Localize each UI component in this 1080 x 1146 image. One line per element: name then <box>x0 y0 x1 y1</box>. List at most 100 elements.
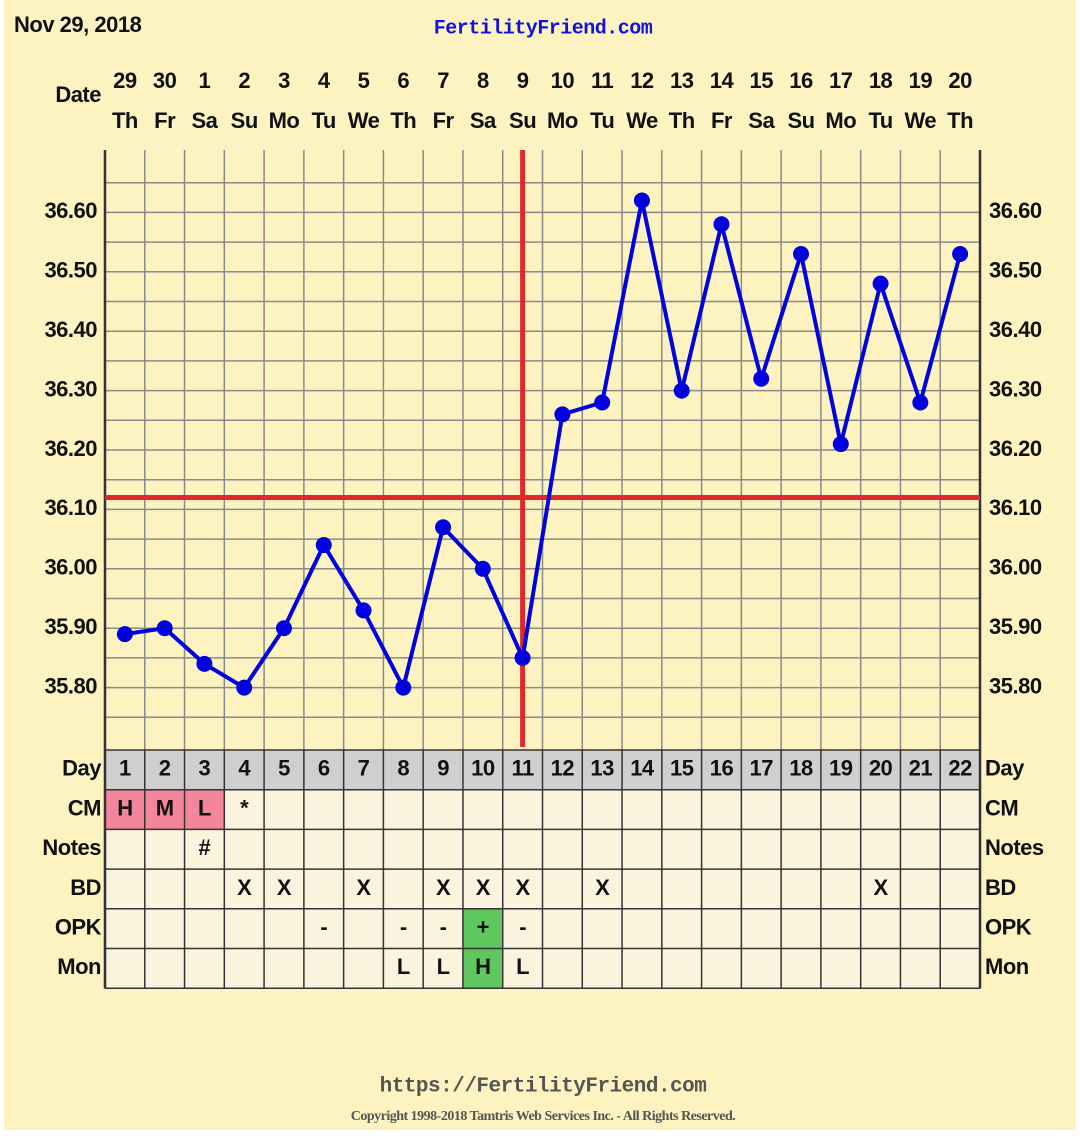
temperature-point <box>435 519 452 536</box>
cell-text: - <box>440 914 447 939</box>
cell-text: L <box>198 795 211 820</box>
weekday: We <box>905 108 937 133</box>
row-label-right: BD <box>985 875 1016 900</box>
day-number: 2 <box>159 756 171 781</box>
cell-highlight <box>462 948 503 989</box>
weekday: Sa <box>470 108 497 133</box>
chart-date: Nov 29, 2018 <box>14 12 142 37</box>
copyright: Copyright 1998-2018 Tamtris Web Services… <box>351 1109 736 1124</box>
temperature-point <box>793 245 810 262</box>
day-number: 10 <box>471 756 495 781</box>
row-label: CM <box>68 795 101 820</box>
y-tick-label-right: 36.40 <box>989 317 1042 342</box>
day-number: 1 <box>119 756 131 781</box>
weekday: Mo <box>547 108 578 133</box>
day-number: 12 <box>551 756 575 781</box>
weekday: Tu <box>868 108 892 133</box>
cell-text: X <box>237 875 252 900</box>
weekday: Th <box>669 108 695 133</box>
y-tick-label-right: 36.30 <box>989 376 1042 401</box>
row-label-right: Day <box>985 756 1025 781</box>
day-number: 13 <box>590 756 614 781</box>
weekday: Sa <box>191 108 218 133</box>
date: 13 <box>670 68 694 93</box>
temperature-point <box>832 436 849 453</box>
cell-text: H <box>475 954 490 979</box>
temperature-point <box>872 275 889 292</box>
date: 8 <box>477 68 489 93</box>
cell-text: H <box>117 795 132 820</box>
row-label: OPK <box>55 914 102 939</box>
y-tick-label-right: 36.20 <box>989 436 1042 461</box>
weekday: Sa <box>748 108 775 133</box>
cell-text: X <box>516 875 531 900</box>
temperature-point <box>156 620 173 637</box>
day-number: 22 <box>948 756 972 781</box>
row-label-right: OPK <box>985 914 1032 939</box>
date: 17 <box>829 68 853 93</box>
weekday: Th <box>390 108 416 133</box>
date: 5 <box>358 68 370 93</box>
date: 7 <box>437 68 449 93</box>
temperature-point <box>753 370 770 387</box>
weekday: We <box>348 108 380 133</box>
temperature-point <box>912 394 929 411</box>
y-tick-label-right: 35.90 <box>989 614 1042 639</box>
temperature-point <box>594 394 611 411</box>
temperature-point <box>275 620 292 637</box>
temperature-point <box>673 382 690 399</box>
date: 15 <box>750 68 774 93</box>
chart-title: FertilityFriend.com <box>434 17 653 40</box>
day-number: 6 <box>318 756 330 781</box>
y-tick-label-right: 36.00 <box>989 555 1042 580</box>
temperature-point <box>196 655 213 672</box>
cell-highlight <box>462 908 503 949</box>
day-number: 9 <box>437 756 449 781</box>
temperature-point <box>395 679 412 696</box>
weekday: Tu <box>312 108 336 133</box>
cell-text: X <box>873 875 888 900</box>
weekday: We <box>626 108 658 133</box>
cell-highlight <box>105 789 145 830</box>
cell-text: L <box>516 954 529 979</box>
day-number: 17 <box>750 756 774 781</box>
y-tick-label: 36.10 <box>44 495 97 520</box>
weekday: Mo <box>825 108 856 133</box>
temperature-point <box>116 626 133 643</box>
y-tick-label: 36.20 <box>44 436 97 461</box>
cell-text: # <box>199 835 211 860</box>
weekday: Mo <box>269 108 300 133</box>
weekday: Su <box>231 108 258 133</box>
y-tick-label: 36.50 <box>44 258 97 283</box>
row-label-right: CM <box>985 795 1018 820</box>
day-number: 20 <box>869 756 893 781</box>
cell-text: M <box>156 795 174 820</box>
cell-highlight <box>144 789 185 830</box>
date: 16 <box>789 68 813 93</box>
weekday: Fr <box>711 108 733 133</box>
temperature-point <box>355 602 372 619</box>
temperature-point <box>315 537 332 554</box>
cell-text: X <box>436 875 451 900</box>
day-number: 19 <box>829 756 853 781</box>
cell-text: + <box>477 914 489 939</box>
cell-text: - <box>400 914 407 939</box>
day-number: 7 <box>358 756 370 781</box>
day-number: 3 <box>199 756 211 781</box>
y-tick-label: 36.40 <box>44 317 97 342</box>
row-label: BD <box>70 875 101 900</box>
temperature-point <box>554 406 571 423</box>
date: 11 <box>591 68 614 93</box>
weekday: Th <box>112 108 138 133</box>
temperature-point <box>514 649 531 666</box>
temperature-point <box>633 192 650 209</box>
cell-text: L <box>397 954 410 979</box>
day-number: 5 <box>278 756 290 781</box>
date: 18 <box>869 68 893 93</box>
row-label-right: Mon <box>985 954 1029 979</box>
temperature-line <box>124 198 963 690</box>
cell-text: - <box>320 914 327 939</box>
date: 20 <box>948 68 972 93</box>
weekday: Th <box>947 108 973 133</box>
